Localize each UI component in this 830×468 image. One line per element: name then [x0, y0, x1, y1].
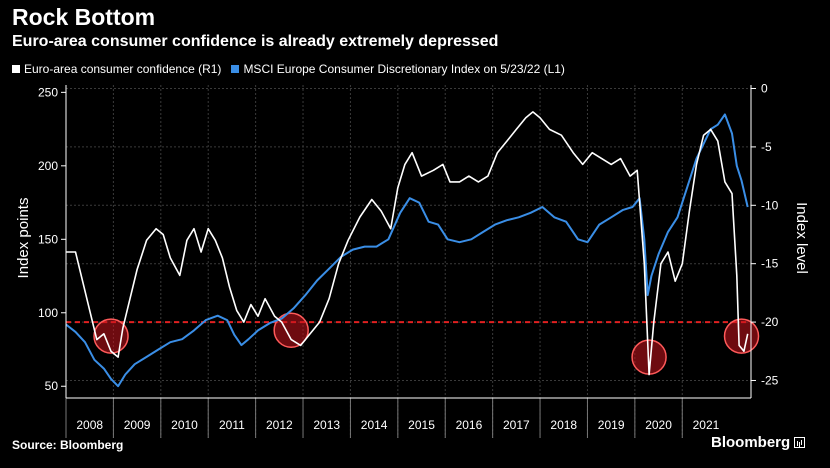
- x-tick-label: 2016: [456, 418, 483, 432]
- x-tick-label: 2018: [550, 418, 577, 432]
- x-tick-label: 2019: [598, 418, 625, 432]
- brand-text: Bloomberg: [711, 434, 791, 451]
- x-tick-label: 2012: [266, 418, 293, 432]
- x-tick-label: 2010: [171, 418, 198, 432]
- series-lines: [65, 111, 749, 388]
- highlight-circles: [93, 312, 760, 375]
- source-note: Source: Bloomberg: [12, 438, 124, 452]
- right-axis-title: Index level: [793, 202, 810, 274]
- x-tick-label: 2011: [219, 418, 245, 432]
- legend-item-msci-index: MSCI Europe Consumer Discretionary Index…: [231, 62, 565, 76]
- axes: 0 -5 -10 -15 -20 -25 50 100 150 200 250 2008 2009 201…: [38, 82, 779, 438]
- series-line-msci-index: [65, 113, 749, 388]
- chart-subtitle: Euro-area consumer confidence is already…: [12, 33, 499, 50]
- bloomberg-mark-icon: [794, 437, 806, 448]
- x-tick-label: 2015: [408, 418, 435, 432]
- highlight-circle: [723, 318, 760, 354]
- series-line-consumer-confidence: [66, 111, 749, 376]
- gridlines: [66, 85, 751, 438]
- legend-swatch-white: [12, 65, 20, 73]
- chart-title: Rock Bottom: [12, 4, 156, 30]
- x-tick-label: 2020: [645, 418, 672, 432]
- legend-label: MSCI Europe Consumer Discretionary Index…: [243, 62, 565, 76]
- right-tick-label: -25: [761, 373, 779, 387]
- x-tick-label: 2017: [503, 418, 530, 432]
- x-tick-label: 2013: [313, 418, 340, 432]
- left-axis-title: Index points: [15, 198, 32, 279]
- right-tick-label: -20: [761, 315, 779, 329]
- left-tick-label: 100: [38, 306, 58, 320]
- legend-item-consumer-confidence: Euro-area consumer confidence (R1): [12, 62, 221, 76]
- x-tick-label: 2014: [361, 418, 388, 432]
- highlight-circle: [273, 312, 309, 349]
- left-tick-label: 250: [38, 85, 58, 99]
- bloomberg-logo: Bloomberg: [711, 434, 806, 451]
- right-tick-label: -5: [761, 140, 772, 154]
- legend-label: Euro-area consumer confidence (R1): [24, 62, 222, 76]
- highlight-circle: [93, 318, 129, 354]
- right-tick-label: -10: [761, 198, 779, 212]
- right-tick-label: -15: [761, 257, 779, 271]
- x-tick-label: 2009: [124, 418, 151, 432]
- left-tick-label: 200: [38, 159, 58, 173]
- legend-swatch-blue: [231, 65, 240, 73]
- right-tick-label: 0: [761, 82, 768, 96]
- x-tick-label: 2021: [693, 418, 720, 432]
- x-tick-label: 2008: [76, 418, 103, 432]
- left-tick-label: 150: [38, 232, 58, 246]
- left-tick-label: 50: [45, 379, 59, 393]
- legend: Euro-area consumer confidence (R1) MSCI …: [12, 62, 565, 76]
